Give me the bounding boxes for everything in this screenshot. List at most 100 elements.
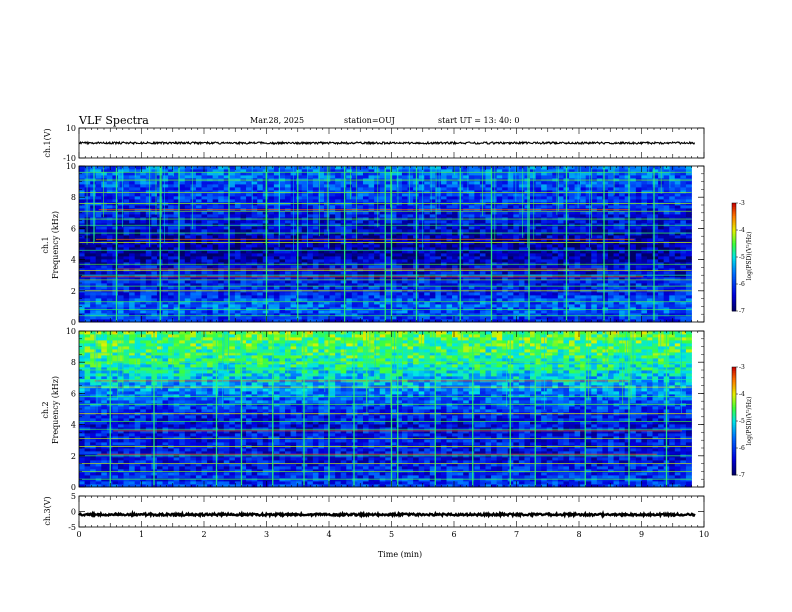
spectrogram-cell (357, 235, 364, 239)
spectrogram-cell (513, 292, 520, 296)
spectrogram-cell (362, 298, 369, 302)
spectrogram-cell (574, 223, 581, 227)
spectrogram-cell (440, 223, 447, 227)
spectrogram-cell (635, 307, 642, 311)
spectrogram-cell (179, 199, 186, 203)
spectrogram-cell (162, 190, 169, 194)
spectrogram-cell (452, 259, 459, 263)
spectrogram-cell (251, 271, 258, 275)
spectrogram-cell (312, 283, 319, 287)
spectrogram-cell (669, 271, 676, 275)
spectrogram-cell (474, 310, 481, 314)
spectrogram-cell (468, 310, 475, 314)
spectrogram-cell (335, 214, 342, 218)
spectrogram-cell (485, 199, 492, 203)
spectrogram-cell (652, 295, 659, 299)
spectrogram-cell (179, 244, 186, 248)
spectrogram-cell (84, 205, 91, 209)
spectrogram-cell (201, 214, 208, 218)
spectrogram-cell (307, 277, 314, 281)
spectrogram-cell (530, 244, 536, 248)
spectrogram-cell (646, 220, 653, 224)
spectrogram-cell (396, 205, 403, 209)
spectrogram-cell (101, 244, 108, 248)
spectrogram-cell (279, 232, 286, 236)
spectrogram-cell (368, 214, 375, 218)
spectrogram-cell (257, 205, 264, 209)
spectrogram-cell (658, 274, 665, 278)
spectrogram-cell (652, 319, 659, 323)
spectrogram-cell (452, 295, 459, 299)
spectrogram-cell (658, 205, 665, 209)
spectrogram-cell (485, 250, 492, 254)
spectrogram-cell (207, 205, 214, 209)
spectrogram-cell (351, 259, 358, 263)
spectrogram-cell (685, 256, 692, 260)
spectrogram-cell (390, 307, 397, 311)
spectrogram-cell (140, 301, 147, 305)
spectrogram-cell (201, 310, 208, 314)
spectrogram-cell (123, 265, 130, 269)
spectrogram-cell (390, 196, 397, 200)
spectrogram-cell (396, 199, 403, 203)
spectrogram-cell (346, 310, 353, 314)
spectrogram-cell (485, 307, 492, 311)
spectrogram-cell (312, 199, 319, 203)
spectrogram-cell (168, 286, 175, 290)
spectrogram-cell (385, 244, 392, 248)
spectrogram-cell (446, 316, 453, 320)
spectrogram-cell (491, 307, 498, 311)
spectrogram-cell (669, 196, 676, 200)
spectrogram-cell (134, 262, 141, 266)
spectrogram-cell (79, 247, 85, 251)
spectrogram-cell (329, 256, 336, 260)
spectrogram-cell (580, 214, 587, 218)
spectrogram-cell (134, 232, 141, 236)
spectrogram-cell (385, 298, 392, 302)
spectrogram-cell (635, 226, 642, 230)
spectrogram-cell (229, 196, 236, 200)
spectrogram-cell (401, 277, 408, 281)
spectrogram-cell (134, 226, 141, 230)
spectrogram-cell (79, 190, 85, 194)
spectrogram-cell (569, 301, 575, 305)
spectrogram-cell (374, 310, 381, 314)
spectrogram-cell (151, 265, 158, 269)
spectrogram-cell (557, 316, 564, 320)
spectrogram-cell (268, 277, 275, 281)
spectrogram-cell (680, 229, 687, 233)
spectrogram-cell (585, 274, 592, 278)
spectrogram-cell (646, 235, 653, 239)
spectrogram-cell (379, 256, 386, 260)
spectrogram-cell (646, 280, 653, 284)
spectrogram-cell (407, 211, 414, 215)
spectrogram-cell (285, 229, 291, 233)
spectrogram-cell (630, 262, 637, 266)
spectrogram-cell (446, 286, 453, 290)
spectrogram-cell (440, 292, 447, 296)
spectrogram-cell (557, 277, 564, 281)
spectrogram-cell (518, 250, 525, 254)
spectrogram-cell (552, 259, 559, 263)
spectrogram-cell (173, 205, 180, 209)
spectrogram-cell (101, 283, 108, 287)
spectrogram-cell (151, 277, 158, 281)
spectrogram-cell (273, 265, 280, 269)
spectrogram-cell (546, 298, 553, 302)
spectrogram-cell (246, 235, 253, 239)
spectrogram-cell (223, 307, 230, 311)
spectrogram-cell (190, 226, 197, 230)
spectrogram-cell (285, 268, 291, 272)
spectrogram-cell (591, 229, 598, 233)
spectrogram-cell (641, 256, 648, 260)
spectrogram-cell (652, 253, 659, 257)
spectrogram-cell (151, 262, 158, 266)
spectrogram-cell (318, 283, 325, 287)
spectrogram-cell (246, 316, 253, 320)
spectrogram-cell (607, 262, 614, 266)
spectrogram-cell (463, 319, 470, 323)
spectrogram-cell (591, 196, 598, 200)
spectrogram-cell (491, 265, 498, 269)
spectrogram-cell (106, 313, 113, 317)
spectrogram-cell (262, 250, 269, 254)
